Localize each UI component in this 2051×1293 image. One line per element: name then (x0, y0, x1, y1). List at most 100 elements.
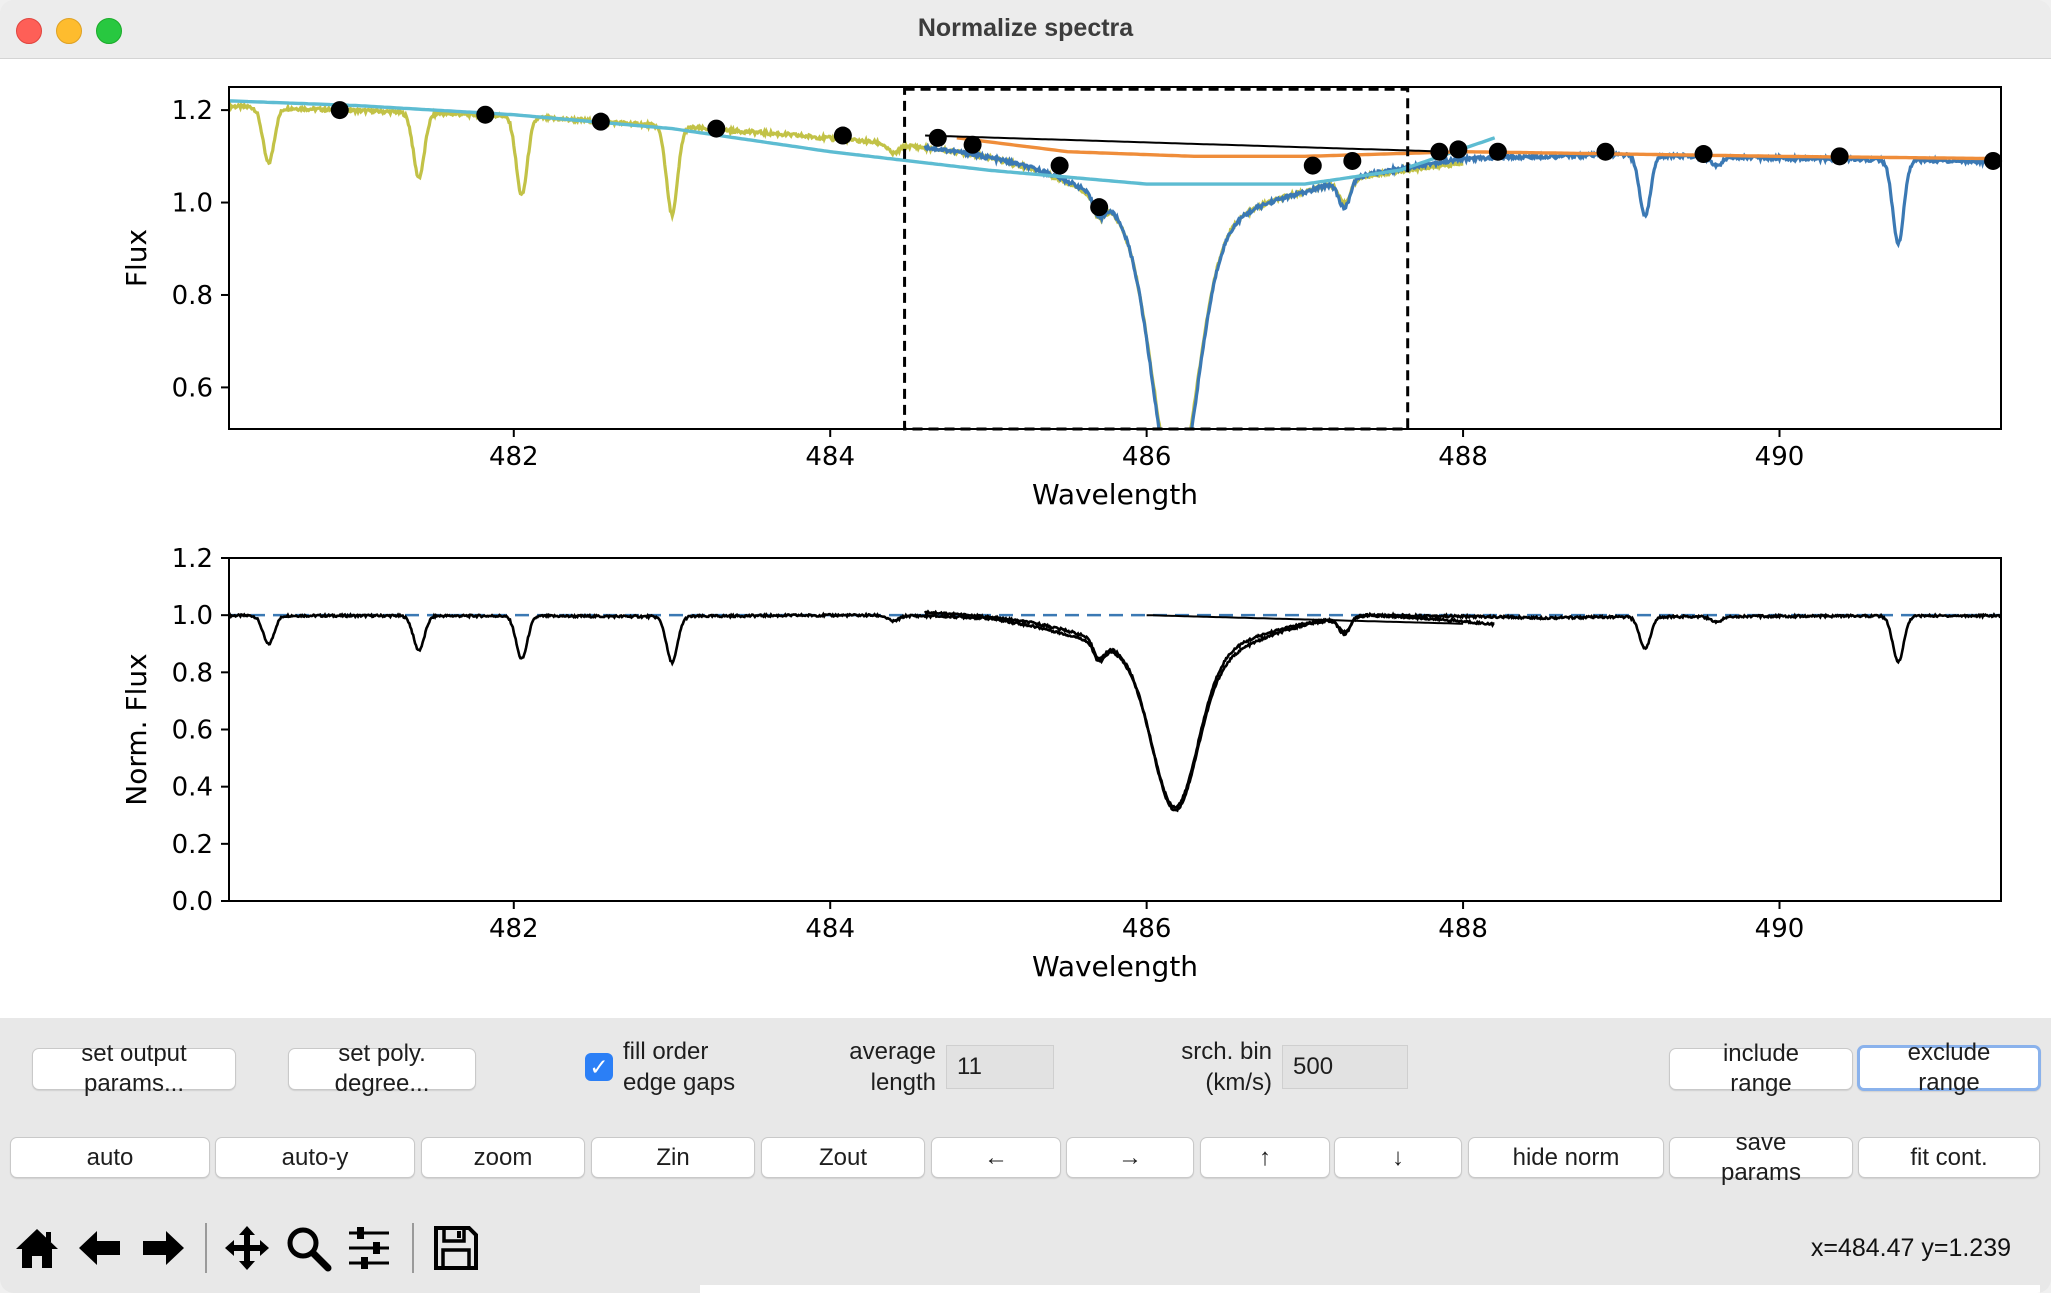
average-length-input[interactable]: 11 (946, 1045, 1054, 1089)
figure-svg[interactable]: 482 484 486 488 490 0.6 0.8 1.0 1.2 Wavelength Flu… (0, 59, 2051, 1018)
x-tick-label: 486 (1122, 442, 1172, 472)
axes-frame (228, 86, 2002, 430)
auto-y-button[interactable]: auto-y (215, 1137, 415, 1178)
fill-order-edge-gaps-label: fill order edge gaps (623, 1038, 736, 1096)
continuum-point (1830, 147, 1849, 166)
plot-area (229, 99, 2001, 429)
fit-line-cyan (229, 99, 1496, 186)
normalized-flux-chart: 482 484 486 488 490 0.0 0.2 0.4 0.6 0.8 1.0 1.2 Wave… (120, 544, 2002, 983)
save-figure-icon[interactable] (431, 1223, 481, 1273)
continuum-point (707, 119, 726, 138)
include-range-button[interactable]: include range (1669, 1040, 1853, 1097)
y-tick-label: 0.8 (172, 658, 213, 688)
cursor-coordinates: x=484.47 y=1.239 (1810, 1234, 2011, 1262)
x-tick-label: 484 (805, 442, 855, 472)
x-tick-label: 482 (489, 442, 539, 472)
y-tick-label: 0.2 (172, 830, 213, 860)
forward-arrow-icon[interactable] (138, 1223, 188, 1273)
spectrum-line-blue (923, 142, 2001, 429)
pan-up-button[interactable]: ↑ (1200, 1137, 1330, 1178)
maximize-window-button[interactable] (96, 18, 122, 44)
configure-subplots-icon[interactable] (344, 1223, 394, 1273)
y-axis-label: Norm. Flux (120, 653, 153, 805)
spectrum-line-black (923, 609, 2001, 810)
x-tick-label: 486 (1122, 914, 1172, 944)
pan-down-button[interactable]: ↓ (1334, 1137, 1462, 1178)
flux-chart: 482 484 486 488 490 0.6 0.8 1.0 1.2 Wavelength Flu… (120, 86, 2003, 511)
fit-line-orange (956, 136, 2001, 161)
minimize-window-button[interactable] (56, 18, 82, 44)
exclude-range-button[interactable]: exclude range (1857, 1039, 2041, 1096)
title-bar: Normalize spectra (0, 0, 2051, 59)
y-tick-label: 1.0 (172, 189, 213, 219)
srch-bin-label: srch. bin (km/s) (1181, 1038, 1272, 1096)
y-tick-label: 1.2 (172, 96, 213, 126)
continuum-point (1488, 142, 1507, 161)
fit-line-black (925, 134, 1448, 153)
figure-canvas[interactable]: 482 484 486 488 490 0.6 0.8 1.0 1.2 Wavelength Flu… (0, 59, 2051, 1018)
pan-left-button[interactable]: ← (931, 1137, 1061, 1178)
y-tick-label: 1.2 (172, 544, 213, 574)
checkmark-icon: ✓ (589, 1053, 609, 1080)
x-tick-label: 490 (1755, 914, 1805, 944)
close-window-button[interactable] (16, 18, 42, 44)
home-icon[interactable] (12, 1223, 62, 1273)
y-tick-label: 1.0 (172, 601, 213, 631)
y-tick-label: 0.0 (172, 887, 213, 917)
spectrum-line-black (229, 611, 1495, 813)
auto-button[interactable]: auto (10, 1137, 210, 1178)
back-arrow-icon[interactable] (75, 1223, 125, 1273)
toolbar-separator (412, 1223, 414, 1273)
continuum-point (1694, 145, 1713, 164)
continuum-point (963, 135, 982, 154)
window-title: Normalize spectra (917, 14, 1134, 42)
continuum-point (833, 126, 852, 145)
y-tick-label: 0.8 (172, 281, 213, 311)
background-window-sliver (700, 1285, 2040, 1293)
continuum-point (1303, 156, 1322, 175)
zoom-out-button[interactable]: Zout (761, 1137, 925, 1178)
x-tick-label: 488 (1438, 914, 1488, 944)
continuum-point (1430, 142, 1449, 161)
continuum-point (928, 128, 947, 147)
plot-area (229, 609, 2001, 813)
pan-icon[interactable] (222, 1223, 272, 1273)
zoom-magnifier-icon[interactable] (283, 1223, 333, 1273)
continuum-point (1596, 142, 1615, 161)
average-length-label: average length (849, 1038, 936, 1096)
spectrum-line-olive (229, 99, 1464, 429)
y-tick-label: 0.4 (172, 773, 213, 803)
save-params-button[interactable]: save params (1669, 1129, 1853, 1186)
continuum-point (1050, 156, 1069, 175)
continuum-point (1984, 151, 2003, 170)
y-axis-label: Flux (120, 229, 153, 287)
continuum-point (476, 105, 495, 124)
srch-bin-input[interactable]: 500 (1282, 1045, 1408, 1089)
x-tick-label: 488 (1438, 442, 1488, 472)
pan-right-button[interactable]: → (1066, 1137, 1194, 1178)
selection-rectangle (903, 87, 1410, 431)
fit-cont-button[interactable]: fit cont. (1858, 1137, 2040, 1178)
toolbar-separator (205, 1223, 207, 1273)
set-poly-degree-button[interactable]: set poly. degree... (288, 1040, 476, 1097)
fit-line-black (1146, 614, 1464, 625)
fill-order-edge-gaps-checkbox[interactable]: ✓ (585, 1053, 613, 1081)
continuum-point (1343, 151, 1362, 170)
zoom-button[interactable]: zoom (421, 1137, 585, 1178)
x-axis-label: Wavelength (1032, 478, 1198, 511)
y-tick-label: 0.6 (172, 716, 213, 746)
continuum-point (1090, 198, 1109, 217)
x-tick-label: 490 (1755, 442, 1805, 472)
x-axis-label: Wavelength (1032, 950, 1198, 983)
x-tick-label: 482 (489, 914, 539, 944)
hide-norm-button[interactable]: hide norm (1468, 1137, 1664, 1178)
continuum-point (1449, 140, 1468, 159)
x-tick-label: 484 (805, 914, 855, 944)
set-output-params-button[interactable]: set output params... (32, 1040, 236, 1097)
axes-frame (228, 557, 2002, 902)
continuum-point (330, 101, 349, 120)
zoom-in-button[interactable]: Zin (591, 1137, 755, 1178)
y-tick-label: 0.6 (172, 373, 213, 403)
continuum-point (591, 112, 610, 131)
